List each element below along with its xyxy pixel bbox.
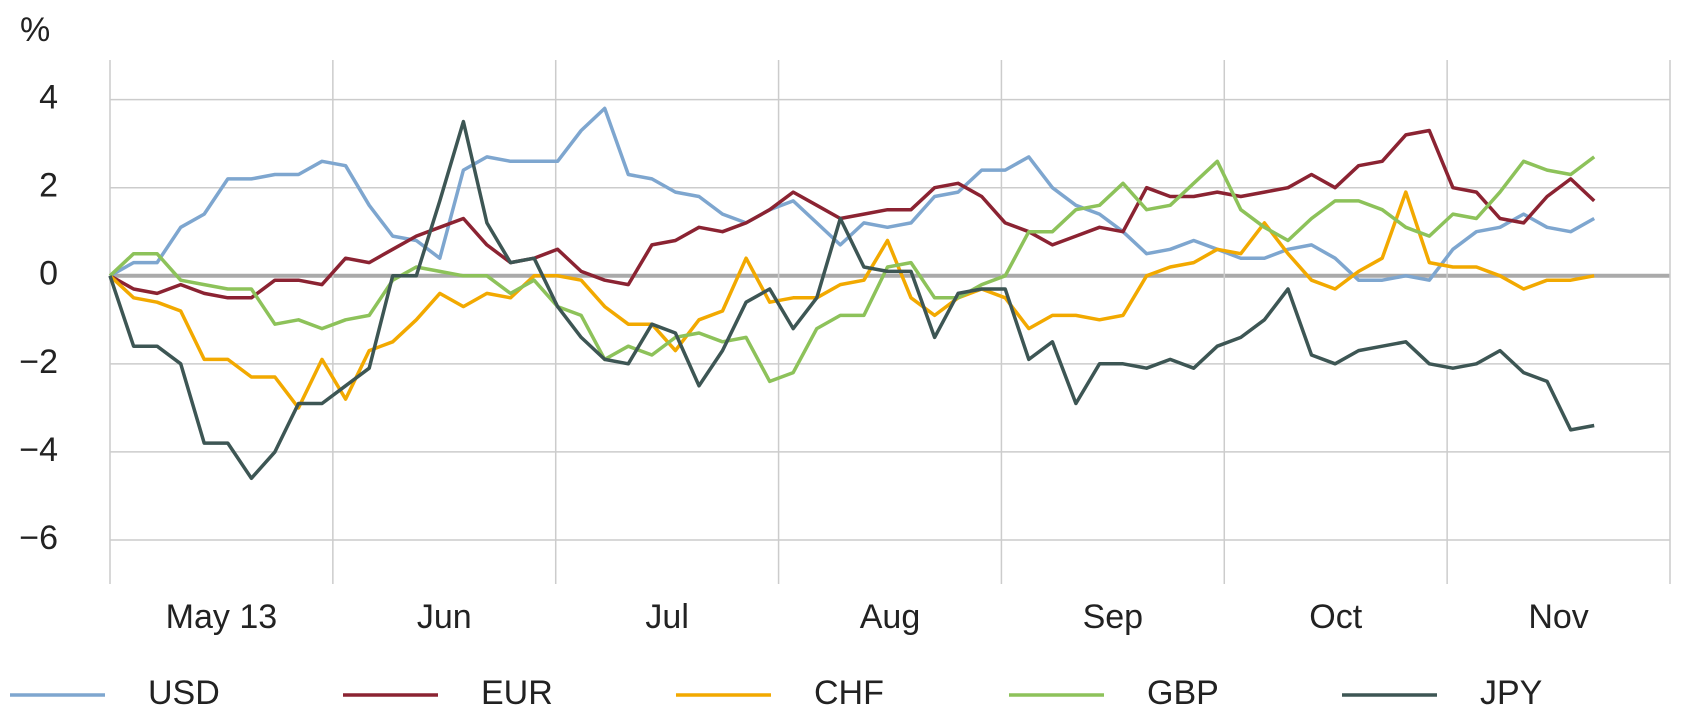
series-line: [109, 106, 1596, 282]
series-line: [109, 128, 1596, 300]
legend-label: CHF: [814, 674, 884, 712]
legend-label: GBP: [1147, 674, 1219, 712]
legend-label: USD: [148, 674, 220, 712]
y-tick-label: −4: [19, 431, 58, 469]
x-tick-label: Sep: [1083, 598, 1144, 636]
y-tick-label: −6: [19, 519, 58, 557]
x-tick-label: Jul: [645, 598, 688, 636]
legend-label: JPY: [1480, 674, 1542, 712]
x-tick-label: Jun: [417, 598, 472, 636]
x-tick-label: Oct: [1309, 598, 1362, 636]
legend-label: EUR: [481, 674, 553, 712]
y-axis-label: %: [20, 11, 50, 49]
y-tick-label: −2: [19, 343, 58, 381]
series-line: [108, 155, 1596, 384]
y-tick-label: 4: [39, 79, 58, 117]
y-tick-label: 0: [39, 255, 58, 293]
x-tick-label: May 13: [166, 598, 278, 636]
x-tick-label: Nov: [1528, 598, 1588, 636]
x-tick-label: Aug: [860, 598, 921, 636]
y-tick-label: 2: [39, 167, 58, 205]
series-line: [108, 119, 1595, 481]
